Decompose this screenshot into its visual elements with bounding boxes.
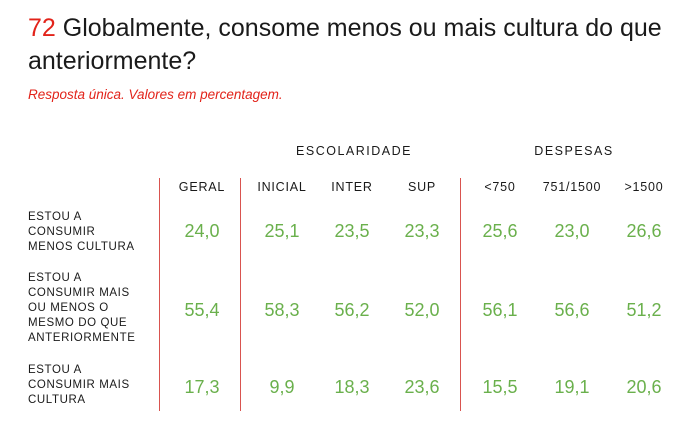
column-header: <750 bbox=[484, 180, 516, 194]
row-label: ESTOU A CONSUMIR MAIS CULTURA bbox=[28, 364, 130, 406]
table-cell: 52,0 bbox=[404, 300, 440, 320]
table-cell: 56,2 bbox=[334, 300, 370, 320]
table-cell: 15,5 bbox=[482, 377, 518, 397]
table-cell: 9,9 bbox=[269, 377, 295, 397]
table-cell: 26,6 bbox=[626, 221, 662, 241]
table-cell: 18,3 bbox=[334, 377, 370, 397]
table-cell: 58,3 bbox=[264, 300, 300, 320]
table-cell: 23,6 bbox=[404, 377, 440, 397]
question-number: 72 bbox=[28, 14, 56, 42]
table-cell: 56,1 bbox=[482, 300, 518, 320]
table-cell: 25,1 bbox=[264, 221, 300, 241]
table-cell: 56,6 bbox=[554, 300, 590, 320]
column-header: SUP bbox=[407, 180, 437, 194]
table-cell: 17,3 bbox=[184, 377, 220, 397]
subtitle: Resposta única. Valores em percentagem. bbox=[28, 87, 283, 102]
column-header: INICIAL bbox=[257, 180, 307, 194]
column-header: 751/1500 bbox=[542, 180, 602, 194]
row-label: ESTOU A CONSUMIR MAIS OU MENOS O MESMO D… bbox=[28, 272, 136, 344]
table-cell: 20,6 bbox=[626, 377, 662, 397]
table-cell: 19,1 bbox=[554, 377, 590, 397]
table-cell: 55,4 bbox=[184, 300, 220, 320]
row-label: ESTOU A CONSUMIR MENOS CULTURA bbox=[28, 211, 135, 253]
column-header: INTER bbox=[331, 180, 373, 194]
group-header-escolaridade: ESCOLARIDADE bbox=[296, 144, 412, 158]
divider-left bbox=[159, 178, 160, 411]
group-header-despesas: DESPESAS bbox=[534, 144, 614, 158]
table-cell: 51,2 bbox=[626, 300, 662, 320]
column-header: GERAL bbox=[178, 180, 226, 194]
divider-geral bbox=[240, 178, 241, 411]
question-text: Globalmente, consome menos ou mais cultu… bbox=[28, 14, 662, 75]
table-cell: 23,5 bbox=[334, 221, 370, 241]
page-title: 72 Globalmente, consome menos ou mais cu… bbox=[28, 12, 668, 78]
table-cell: 25,6 bbox=[482, 221, 518, 241]
column-header: >1500 bbox=[624, 180, 664, 194]
table-cell: 23,3 bbox=[404, 221, 440, 241]
table-cell: 23,0 bbox=[554, 221, 590, 241]
table-cell: 24,0 bbox=[184, 221, 220, 241]
divider-despesas bbox=[460, 178, 461, 411]
